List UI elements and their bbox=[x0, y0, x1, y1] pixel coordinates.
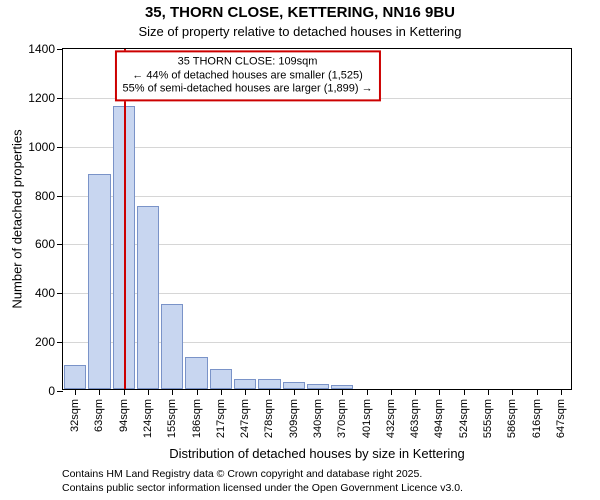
x-tick bbox=[488, 389, 489, 395]
gridline-h bbox=[63, 196, 571, 197]
y-tick-label: 200 bbox=[35, 335, 63, 349]
x-tick bbox=[439, 389, 440, 395]
x-tick bbox=[148, 389, 149, 395]
x-tick bbox=[464, 389, 465, 395]
plot-area: 020040060080010001200140032sqm63sqm94sqm… bbox=[62, 48, 572, 390]
x-tick bbox=[99, 389, 100, 395]
annotation-box: 35 THORN CLOSE: 109sqm← 44% of detached … bbox=[115, 50, 381, 101]
bar bbox=[137, 206, 159, 389]
attribution-text: Contains HM Land Registry data © Crown c… bbox=[62, 468, 463, 495]
x-tick-label: 401sqm bbox=[361, 399, 373, 438]
y-tick-label: 400 bbox=[35, 286, 63, 300]
x-tick-label: 370sqm bbox=[336, 399, 348, 438]
x-tick bbox=[391, 389, 392, 395]
x-tick-label: 555sqm bbox=[482, 399, 494, 438]
y-tick-label: 0 bbox=[48, 384, 63, 398]
chart-title: 35, THORN CLOSE, KETTERING, NN16 9BU bbox=[0, 4, 600, 21]
x-tick bbox=[75, 389, 76, 395]
annotation-line: ← 44% of detached houses are smaller (1,… bbox=[123, 69, 373, 83]
bar bbox=[88, 174, 110, 389]
attribution-line-2: Contains public sector information licen… bbox=[62, 482, 463, 496]
x-tick bbox=[537, 389, 538, 395]
x-axis-label: Distribution of detached houses by size … bbox=[62, 446, 572, 461]
x-tick bbox=[221, 389, 222, 395]
y-tick-label: 600 bbox=[35, 237, 63, 251]
bar bbox=[185, 357, 207, 389]
x-tick-label: 524sqm bbox=[458, 399, 470, 438]
x-tick-label: 340sqm bbox=[312, 399, 324, 438]
x-tick-label: 155sqm bbox=[166, 399, 178, 438]
x-tick bbox=[318, 389, 319, 395]
chart-subtitle: Size of property relative to detached ho… bbox=[0, 24, 600, 39]
x-tick bbox=[172, 389, 173, 395]
x-tick bbox=[512, 389, 513, 395]
annotation-line: 55% of semi-detached houses are larger (… bbox=[123, 83, 373, 97]
x-tick-label: 616sqm bbox=[531, 399, 543, 438]
y-axis-label: Number of detached properties bbox=[10, 129, 25, 308]
x-tick bbox=[342, 389, 343, 395]
y-tick-label: 800 bbox=[35, 189, 63, 203]
bar bbox=[283, 382, 305, 389]
x-tick bbox=[415, 389, 416, 395]
x-tick bbox=[197, 389, 198, 395]
y-tick-label: 1200 bbox=[28, 91, 63, 105]
x-tick bbox=[245, 389, 246, 395]
x-tick bbox=[294, 389, 295, 395]
y-tick-label: 1400 bbox=[28, 42, 63, 56]
y-tick-label: 1000 bbox=[28, 140, 63, 154]
x-tick-label: 494sqm bbox=[433, 399, 445, 438]
bar bbox=[64, 365, 86, 389]
chart-container: 35, THORN CLOSE, KETTERING, NN16 9BU Siz… bbox=[0, 0, 600, 500]
x-tick-label: 463sqm bbox=[409, 399, 421, 438]
x-tick bbox=[269, 389, 270, 395]
bar bbox=[161, 304, 183, 390]
annotation-line: 35 THORN CLOSE: 109sqm bbox=[123, 55, 373, 69]
x-tick-label: 63sqm bbox=[93, 399, 105, 432]
x-tick-label: 94sqm bbox=[118, 399, 130, 432]
x-tick-label: 586sqm bbox=[506, 399, 518, 438]
x-tick-label: 278sqm bbox=[263, 399, 275, 438]
x-tick-label: 247sqm bbox=[239, 399, 251, 438]
attribution-line-1: Contains HM Land Registry data © Crown c… bbox=[62, 468, 463, 482]
x-tick-label: 186sqm bbox=[191, 399, 203, 438]
x-tick bbox=[124, 389, 125, 395]
gridline-h bbox=[63, 147, 571, 148]
x-tick-label: 217sqm bbox=[215, 399, 227, 438]
x-tick bbox=[561, 389, 562, 395]
x-tick bbox=[367, 389, 368, 395]
x-tick-label: 32sqm bbox=[69, 399, 81, 432]
bar bbox=[258, 379, 280, 389]
bar bbox=[210, 369, 232, 389]
x-tick-label: 124sqm bbox=[142, 399, 154, 438]
bar bbox=[234, 379, 256, 389]
x-tick-label: 309sqm bbox=[288, 399, 300, 438]
x-tick-label: 647sqm bbox=[555, 399, 567, 438]
x-tick-label: 432sqm bbox=[385, 399, 397, 438]
